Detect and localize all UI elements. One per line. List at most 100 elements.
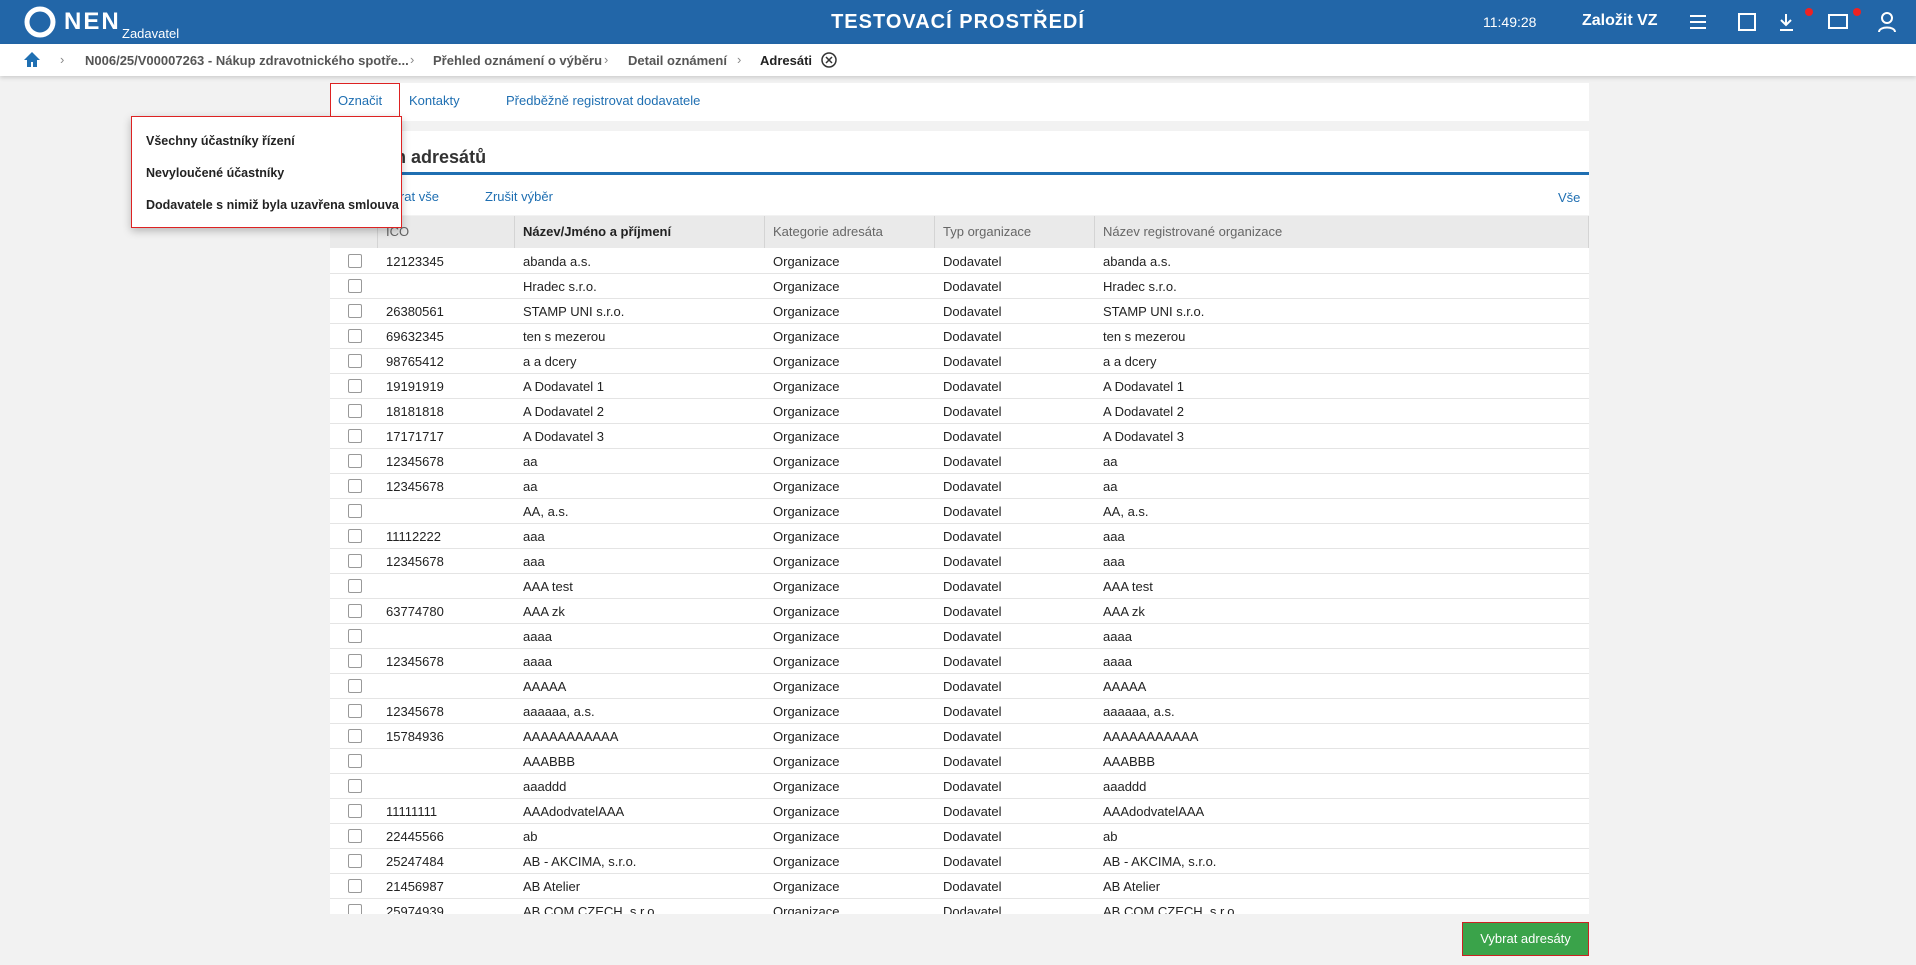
row-checkbox[interactable] [348,254,362,268]
table-cell: Dodavatel [943,654,1002,669]
table-cell: AB Atelier [523,879,581,894]
table-cell: Dodavatel [943,854,1002,869]
table-cell: 21456987 [386,879,444,894]
table-cell: ab [1103,829,1118,844]
menu-item[interactable]: Nevyloučené účastníky [146,166,285,180]
row-checkbox[interactable] [348,329,362,343]
table-cell: Hradec s.r.o. [1103,279,1177,294]
separator: › [60,52,65,67]
row-checkbox[interactable] [348,504,362,518]
row-checkbox[interactable] [348,479,362,493]
column-header[interactable]: Název registrované organizace [1095,216,1589,248]
table-cell: Organizace [773,604,840,619]
column-header[interactable]: IČO [378,216,515,248]
table-row: 25247484 AB - AKCIMA, s.r.o. Organizace Dod… [330,849,1589,874]
crumb[interactable]: N006/25/V00007263 - Nákup zdravotnického… [85,53,409,68]
table-cell: AAAAA [523,679,567,694]
table-cell: Dodavatel [943,304,1002,319]
row-checkbox[interactable] [348,529,362,543]
table-cell: Organizace [773,254,840,269]
row-checkbox[interactable] [348,654,362,668]
row-checkbox[interactable] [348,304,362,318]
row-checkbox[interactable] [348,354,362,368]
table-cell: Dodavatel [943,254,1002,269]
row-checkbox[interactable] [348,604,362,618]
table-cell: 26380561 [386,304,444,319]
row-checkbox[interactable] [348,554,362,568]
table-cell: Organizace [773,879,840,894]
table-cell: A Dodavatel 2 [1103,404,1184,419]
row-checkbox[interactable] [348,779,362,793]
table-row: 69632345 ten s mezerou Organizace Dodavatel… [330,324,1589,349]
table-cell: A Dodavatel 3 [523,429,604,444]
clear-selection[interactable]: Zrušit výběr [485,189,553,204]
table-cell: aaaa [1103,654,1132,669]
table-row: 12123345 abanda a.s. Organizace Dodavatel ab… [330,249,1589,274]
row-checkbox[interactable] [348,629,362,643]
table-cell: Organizace [773,654,840,669]
row-checkbox[interactable] [348,704,362,718]
close-icon[interactable] [820,51,838,69]
row-checkbox[interactable] [348,279,362,293]
table-cell: 19191919 [386,379,444,394]
table-cell: aa [523,454,538,469]
table-cell: AAABBB [523,754,576,769]
menu-item[interactable]: Všechny účastníky řízení [146,134,295,148]
contacts-dropdown[interactable]: Kontakty [409,93,460,108]
header-icons [1690,8,1896,33]
row-checkbox[interactable] [348,754,362,768]
row-checkbox[interactable] [348,679,362,693]
table-cell: Organizace [773,279,840,294]
table-row: 12345678 aa Organizace Dodavatel aa [330,449,1589,474]
select-recipients-button[interactable]: Vybrat adresáty [1462,922,1589,956]
table-cell: Organizace [773,554,840,569]
table-row: 98765412 a a dcery Organizace Dodavatel a a … [330,349,1589,374]
row-checkbox[interactable] [348,879,362,893]
table-cell: Organizace [773,454,840,469]
row-checkbox[interactable] [348,404,362,418]
preregister-link[interactable]: Předběžně registrovat dodavatele [506,93,701,108]
breadcrumb: › N006/25/V00007263 - Nákup zdravotnické… [0,44,1916,76]
table-cell: Dodavatel [943,879,1002,894]
filter-all[interactable]: Vše [1558,190,1581,205]
column-header[interactable]: Kategorie adresáta [765,216,935,248]
create-button[interactable]: Založit VZ [1582,12,1658,29]
crumb[interactable]: Přehled oznámení o výběru [433,53,603,68]
crumb[interactable]: Detail oznámení [628,53,727,68]
table-cell: abanda a.s. [523,254,591,269]
row-checkbox[interactable] [348,829,362,843]
row-checkbox[interactable] [348,454,362,468]
table-row: AAAAA Organizace Dodavatel AAAAA [330,674,1589,699]
table-row: 17171717 A Dodavatel 3 Organizace Dodavatel… [330,424,1589,449]
row-checkbox[interactable] [348,854,362,868]
table-cell: AAABBB [1103,754,1156,769]
row-checkbox[interactable] [348,429,362,443]
row-checkbox[interactable] [348,379,362,393]
row-checkbox[interactable] [348,804,362,818]
table-cell: Dodavatel [943,454,1002,469]
table-cell: Dodavatel [943,829,1002,844]
mark-dropdown[interactable]: Označit [338,93,383,108]
home-icon[interactable] [22,50,42,68]
row-checkbox[interactable] [348,904,362,914]
table-cell: AAAAA [1103,679,1147,694]
table-cell: Organizace [773,354,840,369]
menu-item[interactable]: Dodavatele s nimiž byla uzavřena smlouva [146,198,399,212]
separator: › [737,52,742,67]
table-cell: Organizace [773,629,840,644]
table-cell: Dodavatel [943,679,1002,694]
column-header[interactable]: Typ organizace [935,216,1095,248]
table-cell: 12345678 [386,704,444,719]
row-checkbox[interactable] [348,579,362,593]
table-cell: Dodavatel [943,779,1002,794]
column-header[interactable]: Název/Jméno a příjmení [515,216,765,248]
mark-menu: Všechny účastníky řízení Nevyloučené úča… [131,116,402,228]
table-cell: Organizace [773,404,840,419]
table-cell: A Dodavatel 2 [523,404,604,419]
table-cell: aaa [1103,554,1125,569]
row-checkbox[interactable] [348,729,362,743]
separator: › [604,52,609,67]
table-row: 25974939 AB COM CZECH, s.r.o. Organizace Do… [330,899,1589,914]
table-cell: Organizace [773,504,840,519]
